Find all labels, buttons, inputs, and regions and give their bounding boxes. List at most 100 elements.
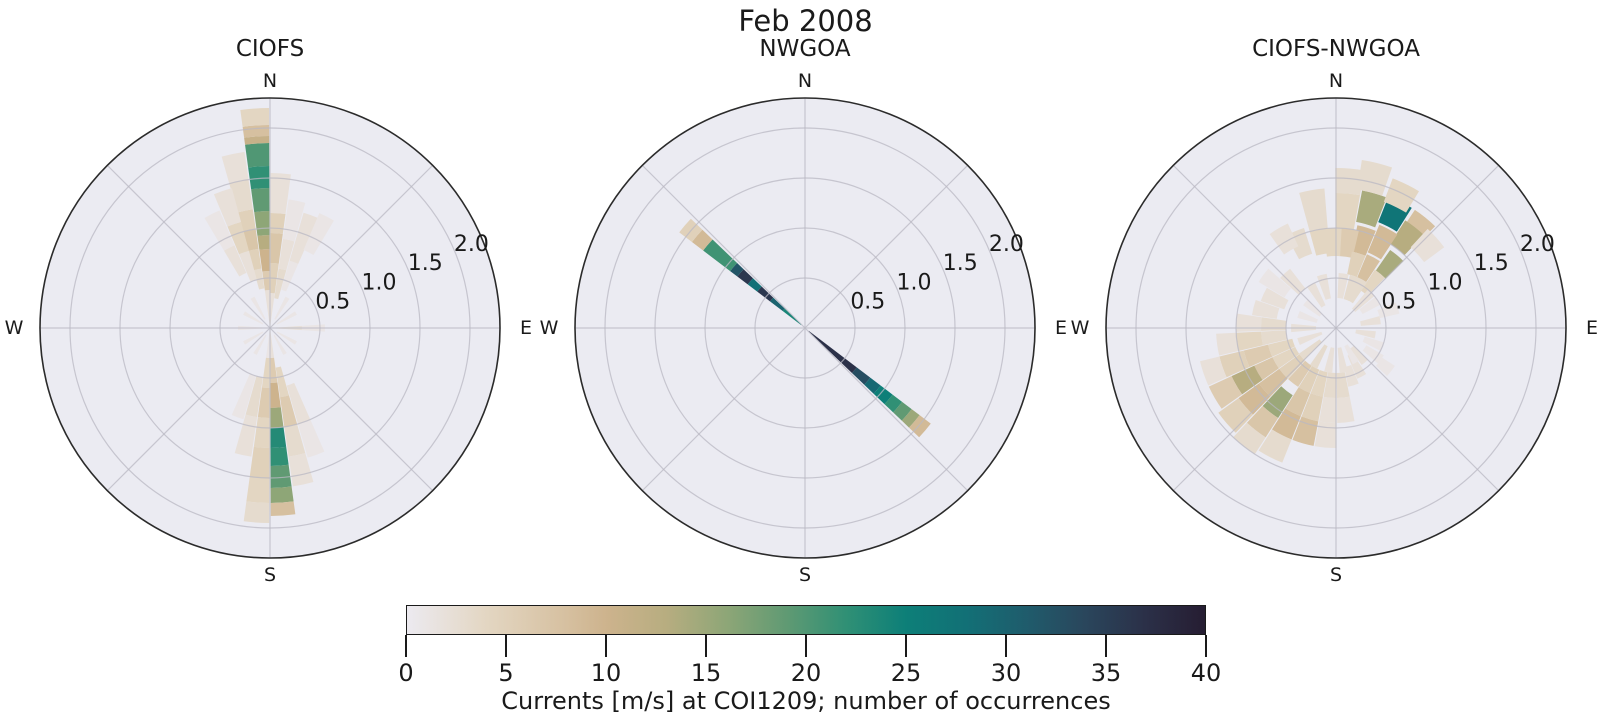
rose-sector: [270, 486, 294, 503]
grid-spoke: [1335, 164, 1500, 329]
colorbar-tick-label: 30: [990, 659, 1022, 687]
rose-sector: [204, 210, 235, 251]
rose-sector: [1271, 408, 1301, 440]
grid-spoke: [106, 164, 271, 329]
colorbar-tick: [405, 635, 407, 657]
rose-sector: [243, 331, 264, 345]
rose-sector: [769, 297, 785, 312]
rose-sector: [284, 424, 306, 457]
colorbar-tick-label: 5: [498, 659, 514, 687]
rose-sector: [270, 427, 287, 448]
rose-sector: [1297, 331, 1323, 346]
rose-sector: [259, 249, 270, 272]
rose-sector: [1208, 376, 1243, 409]
rose-sector: [262, 271, 270, 291]
colorbar-gradient: [406, 605, 1206, 635]
rose-sector: [1356, 190, 1387, 228]
grid-spoke: [641, 164, 806, 329]
rose-sector: [864, 377, 881, 394]
rose-sector: [243, 501, 270, 523]
cardinal-label: W: [540, 317, 559, 339]
rose-sector: [893, 401, 912, 421]
grid-spoke: [804, 164, 969, 329]
rose-sector: [1362, 345, 1384, 364]
rose-sector: [239, 250, 257, 282]
rose-sector: [1377, 302, 1400, 319]
rose-sector: [1285, 387, 1311, 417]
cardinal-label: W: [5, 317, 24, 339]
colorbar-tick-label: 40: [1190, 659, 1222, 687]
axes-outline: [1105, 97, 1567, 559]
rose-sector: [1301, 393, 1323, 422]
rose-sector: [270, 446, 289, 466]
cardinal-label: S: [264, 564, 276, 586]
colorbar-tick: [505, 635, 507, 657]
rose-sector: [297, 419, 325, 458]
grid-spoke: [269, 164, 434, 329]
rose-sector: [1347, 251, 1366, 278]
rose-sector: [1200, 356, 1227, 386]
rose-sector: [884, 394, 903, 413]
rose-sector: [275, 366, 289, 398]
grid-spoke: [1172, 164, 1337, 329]
rose-sector: [1410, 228, 1445, 263]
rose-sector: [747, 278, 762, 292]
colorbar-tick-label: 10: [590, 659, 622, 687]
rose-sector: [1355, 329, 1376, 339]
rose-sector: [276, 331, 297, 345]
rose-sector: [1303, 299, 1322, 317]
rose-sector: [1357, 254, 1380, 282]
cardinal-label: E: [1055, 317, 1067, 339]
rose-sector: [274, 296, 290, 320]
rose-sector: [245, 143, 270, 168]
rose-sector: [276, 311, 297, 325]
rose-sector: [273, 334, 287, 355]
rose-sector: [1238, 383, 1271, 415]
rose-sector: [246, 476, 270, 503]
rose-sector: [251, 188, 270, 213]
rose-sector: [1337, 347, 1348, 373]
polar-rose-nwgoa: N E S W 0.5 1.0 1.5 2.0: [540, 70, 1067, 586]
rose-sector: [1280, 268, 1306, 295]
radial-tick-label: 1.5: [943, 251, 978, 276]
rose-sector: [757, 286, 774, 302]
grid-spoke: [804, 327, 969, 492]
rose-sector: [1359, 297, 1381, 315]
cardinal-label: W: [1071, 317, 1090, 339]
rose-sector: [1335, 192, 1361, 230]
grid-spoke: [269, 327, 434, 492]
radial-tick-label: 1.0: [362, 270, 397, 295]
rose-sector: [1324, 347, 1335, 373]
grid-spoke: [641, 327, 806, 492]
rose-sector: [1357, 159, 1393, 196]
rose-sector: [1319, 396, 1337, 424]
rose-sector: [286, 382, 311, 424]
radial-tick-label: 1.0: [1428, 270, 1463, 295]
rose-sector: [1246, 405, 1279, 438]
rose-sector: [1236, 331, 1263, 351]
radial-tick-label: 1.5: [408, 251, 443, 276]
rose-sector: [1260, 287, 1289, 310]
rose-sector: [1233, 422, 1266, 455]
colorbar-tick-label: 25: [890, 659, 922, 687]
rose-sector: [270, 407, 284, 428]
radial-tick-label: 2.0: [989, 232, 1024, 257]
colorbar-tick-label: 15: [690, 659, 722, 687]
rose-sector: [737, 269, 753, 285]
cardinal-label: N: [263, 70, 277, 92]
rose-sector: [1383, 178, 1419, 213]
radial-tick-label: 2.0: [1520, 232, 1555, 257]
panel-title-nwgoa: NWGOA: [759, 36, 851, 62]
rose-sector: [264, 290, 270, 328]
colorbar-tick: [1005, 635, 1007, 657]
radial-tick-label: 0.5: [315, 289, 350, 314]
polar-rose-ciofs-nwgoa: N E S W 0.5 1.0 1.5 2.0: [1071, 70, 1598, 586]
rose-sector: [270, 173, 291, 215]
rose-sector: [227, 221, 249, 255]
rose-sector: [245, 376, 263, 418]
rose-sector: [730, 263, 744, 277]
rose-sector: [1344, 344, 1360, 365]
grid-spoke: [1335, 327, 1500, 492]
rose-sector: [1219, 350, 1250, 378]
rose-sector: [288, 453, 314, 487]
